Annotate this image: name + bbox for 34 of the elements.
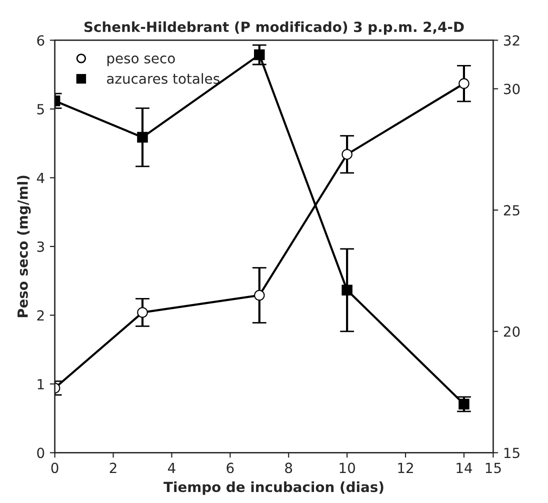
point — [254, 290, 265, 301]
x-tick-label: 12 — [398, 462, 413, 473]
y-tick-label: 3 — [37, 241, 44, 252]
y2-tick-label: 25 — [504, 205, 520, 216]
point — [137, 307, 148, 318]
chart-title: Schenk-Hildebrant (P modificado) 3 p.p.m. 2,4-D — [84, 21, 464, 35]
x-tick-label: 15 — [486, 462, 501, 474]
y-tick-label: 2 — [37, 310, 44, 320]
x-axis-title: Tiempo de incubacion (dias) — [164, 481, 384, 495]
y2-tick-label: 20 — [504, 326, 520, 337]
x-tick-label: 2 — [110, 462, 116, 473]
x-tick-label: 10 — [340, 462, 355, 474]
y-tick-label: 6 — [37, 35, 44, 46]
y-axis-title: Peso seco (mg/ml) — [17, 176, 31, 318]
point — [342, 148, 352, 160]
point — [458, 78, 470, 89]
point — [342, 284, 352, 296]
x-tick-label: 4 — [168, 462, 176, 473]
y-tick-label: 4 — [36, 172, 44, 184]
point — [458, 398, 470, 410]
y-tick-label: 5 — [37, 104, 44, 114]
y-tick-label: 1 — [38, 379, 44, 390]
y2-tick-label: 32 — [504, 35, 520, 46]
point — [137, 132, 148, 143]
x-tick-label: 6 — [226, 462, 234, 474]
legend-label: peso seco — [107, 56, 175, 66]
legend-label: azucares totales — [107, 73, 220, 84]
y2-tick-label: 15 — [504, 448, 520, 458]
x-tick-label: 0 — [51, 462, 58, 474]
point — [254, 49, 265, 60]
y-tick-label: 0 — [37, 448, 44, 458]
x-tick-label: 8 — [285, 462, 292, 474]
y2-tick-label: 30 — [504, 84, 520, 94]
x-tick-label: 14 — [456, 462, 472, 473]
